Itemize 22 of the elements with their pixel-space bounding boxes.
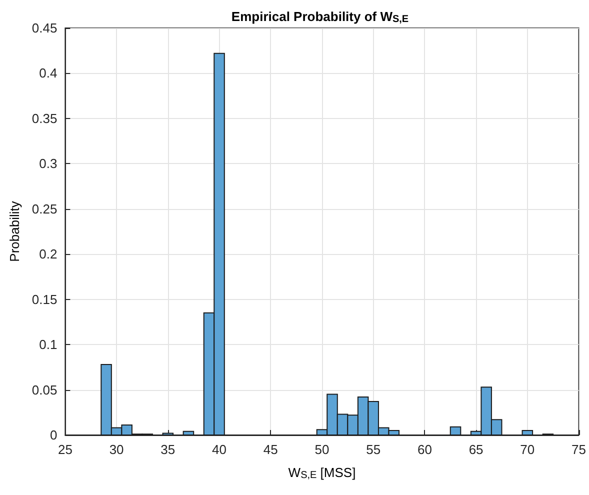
y-tick-label: 0.4 xyxy=(39,66,58,81)
y-tick-label: 0.45 xyxy=(32,20,58,36)
x-tick-label: 55 xyxy=(366,442,381,457)
x-tick-label: 40 xyxy=(212,442,227,457)
x-tick-label: 25 xyxy=(58,442,72,457)
y-axis-title: Probability xyxy=(7,200,22,262)
x-tick-label: 45 xyxy=(263,442,278,457)
x-tick-label: 60 xyxy=(417,442,432,457)
x-tick-label: 50 xyxy=(314,442,330,457)
y-tick-label: 0.25 xyxy=(32,201,58,216)
x-tick-label: 30 xyxy=(109,442,124,457)
y-tick-label: 0.05 xyxy=(32,382,58,398)
x-tick-label: 75 xyxy=(572,442,586,457)
x-tick-label: 70 xyxy=(520,442,535,457)
y-tick-label: 0.15 xyxy=(32,292,58,307)
x-tick-label: 65 xyxy=(468,442,484,457)
y-tick-label: 0.2 xyxy=(39,246,58,262)
x-tick-label: 35 xyxy=(160,442,176,457)
y-tick-label: 0 xyxy=(50,428,58,442)
y-tick-label: 0.1 xyxy=(39,337,58,352)
y-tick-label: 0.35 xyxy=(32,110,58,126)
y-tick-label: 0.3 xyxy=(39,156,58,172)
